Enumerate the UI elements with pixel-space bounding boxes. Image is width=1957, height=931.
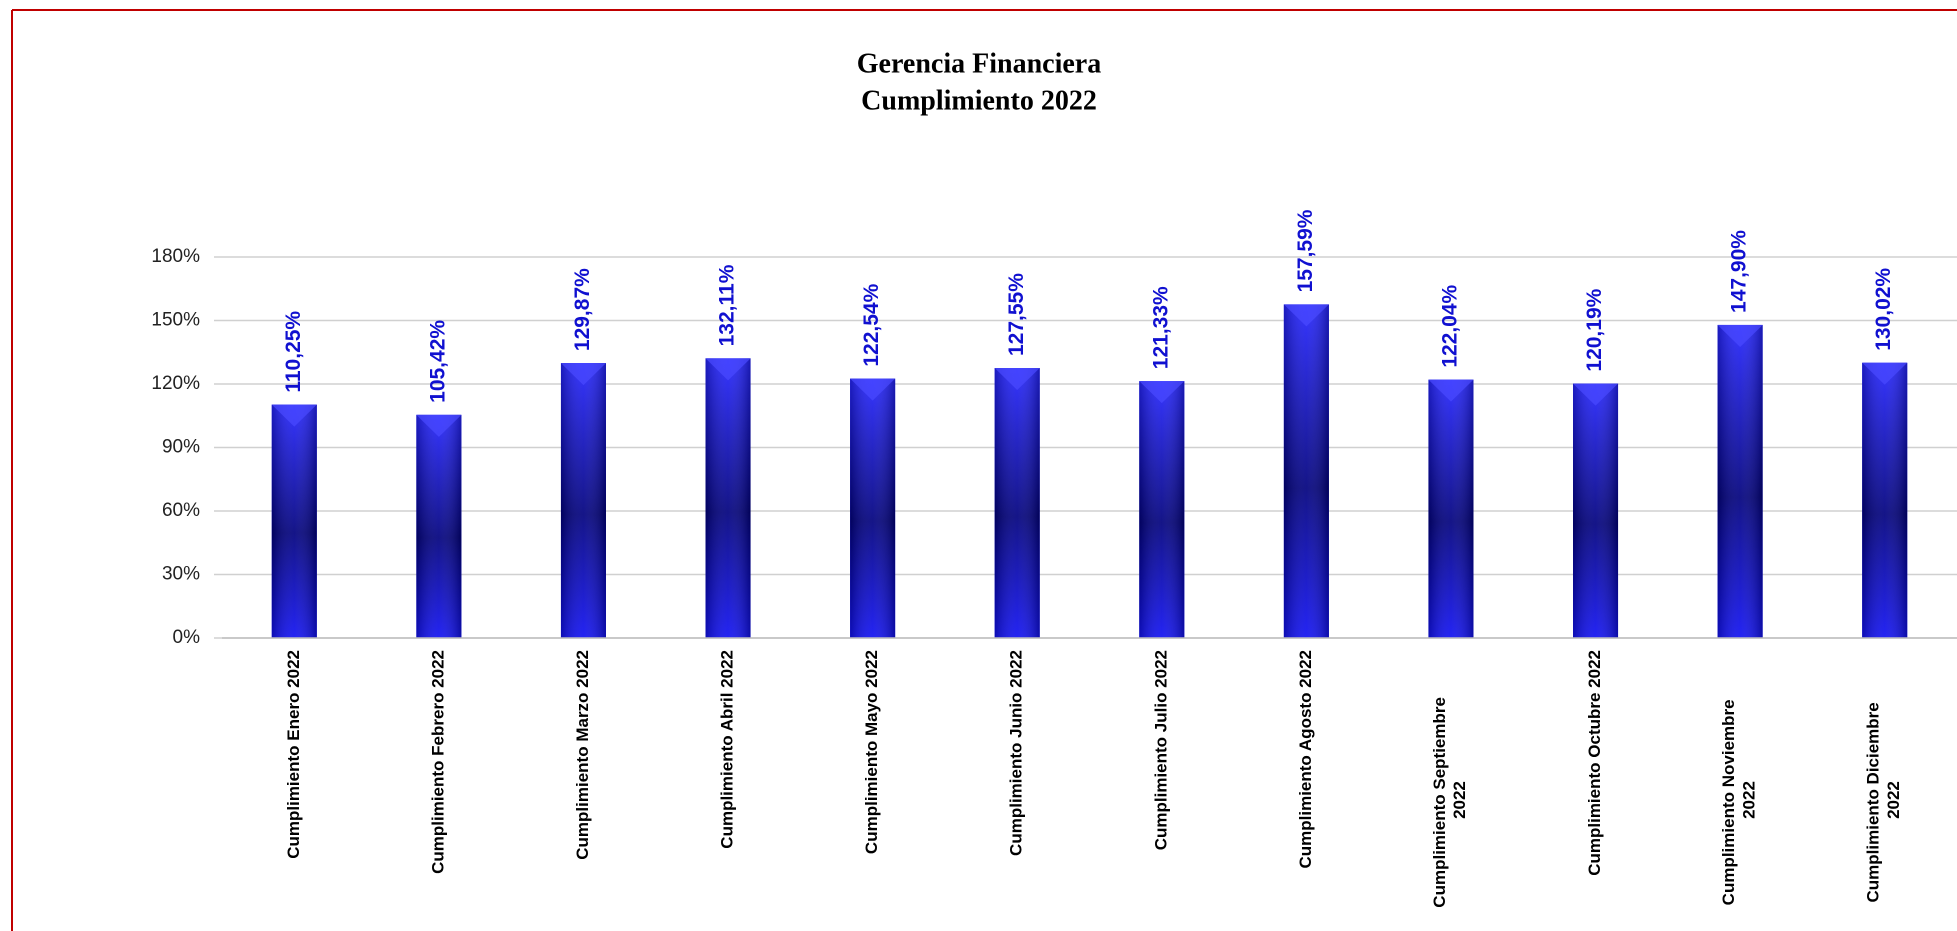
- value-label: 105,42%: [426, 320, 449, 403]
- bar-shade: [1428, 379, 1474, 638]
- bar-bevel: [994, 368, 1040, 391]
- x-tick-label: Cumplimiento Agosto 2022: [1296, 650, 1315, 869]
- bar-shade: [416, 414, 462, 638]
- y-tick-label: 90%: [162, 437, 200, 458]
- x-tick-label: Cumplimiento Mayo 2022: [862, 650, 881, 854]
- y-tick-label: 60%: [162, 500, 200, 521]
- x-tick-label: Cumplimiento Marzo 2022: [573, 650, 592, 860]
- y-tick-label: 120%: [151, 373, 200, 394]
- x-tick-label: Cumplimiento Octubre 2022: [1585, 650, 1604, 876]
- value-label: 127,55%: [1005, 273, 1028, 356]
- value-label: 110,25%: [282, 311, 305, 393]
- y-tick-label: 180%: [151, 246, 200, 267]
- value-label: 120,19%: [1583, 288, 1606, 371]
- chart-subtitle: Cumplimiento 2022: [861, 85, 1097, 116]
- bar-shade: [994, 368, 1040, 638]
- bar-shade: [1717, 324, 1763, 638]
- x-tick-label: Cumplimiento Abril 2022: [718, 650, 737, 849]
- bar-bevel: [850, 378, 896, 401]
- bar-shade: [1139, 381, 1185, 638]
- value-label: 129,87%: [571, 268, 594, 351]
- bar-bevel: [1862, 362, 1908, 385]
- bar-bevel: [1717, 324, 1763, 347]
- value-label: 157,59%: [1294, 209, 1317, 292]
- value-label: 147,90%: [1728, 230, 1751, 313]
- y-tick-label: 0%: [173, 627, 201, 648]
- y-tick-label: 30%: [162, 564, 200, 585]
- x-tick-label: Cumplimiento Septiembre 2022: [1430, 692, 1469, 907]
- bar-shade: [705, 358, 751, 638]
- bar-bevel: [1283, 304, 1329, 327]
- x-tick-label: Cumplimiento Diciembre 2022: [1864, 698, 1903, 903]
- x-tick-label: Cumplimiento Julio 2022: [1151, 650, 1170, 850]
- bar-bevel: [1573, 383, 1619, 406]
- bar-shade: [1573, 383, 1619, 638]
- value-label: 122,04%: [1439, 284, 1462, 367]
- value-label: 121,33%: [1149, 286, 1172, 369]
- value-label: 122,54%: [860, 283, 883, 366]
- bar-bevel: [271, 404, 317, 427]
- bar-shade: [1862, 362, 1908, 638]
- y-tick-label: 150%: [151, 310, 200, 331]
- x-tick-label: Cumplimiento Enero 2022: [284, 650, 303, 859]
- chart-title: Gerencia Financiera: [857, 48, 1101, 79]
- x-tick-label: Cumplimiento Febrero 2022: [428, 650, 447, 874]
- bar-bevel: [1139, 381, 1185, 404]
- value-label: 132,11%: [716, 264, 739, 346]
- bar-bevel: [560, 363, 606, 386]
- x-tick-label: Cumplimiento Noviembre 2022: [1719, 695, 1758, 906]
- bar-shade: [560, 363, 606, 638]
- x-tick-label: Cumplimiento Junio 2022: [1007, 650, 1026, 856]
- bar-bevel: [705, 358, 751, 381]
- bar-shade: [271, 404, 317, 638]
- bar-bevel: [416, 414, 462, 437]
- bar-shade: [850, 378, 896, 638]
- bar-bevel: [1428, 379, 1474, 402]
- bar-shade: [1283, 304, 1329, 638]
- value-label: 130,02%: [1872, 268, 1895, 351]
